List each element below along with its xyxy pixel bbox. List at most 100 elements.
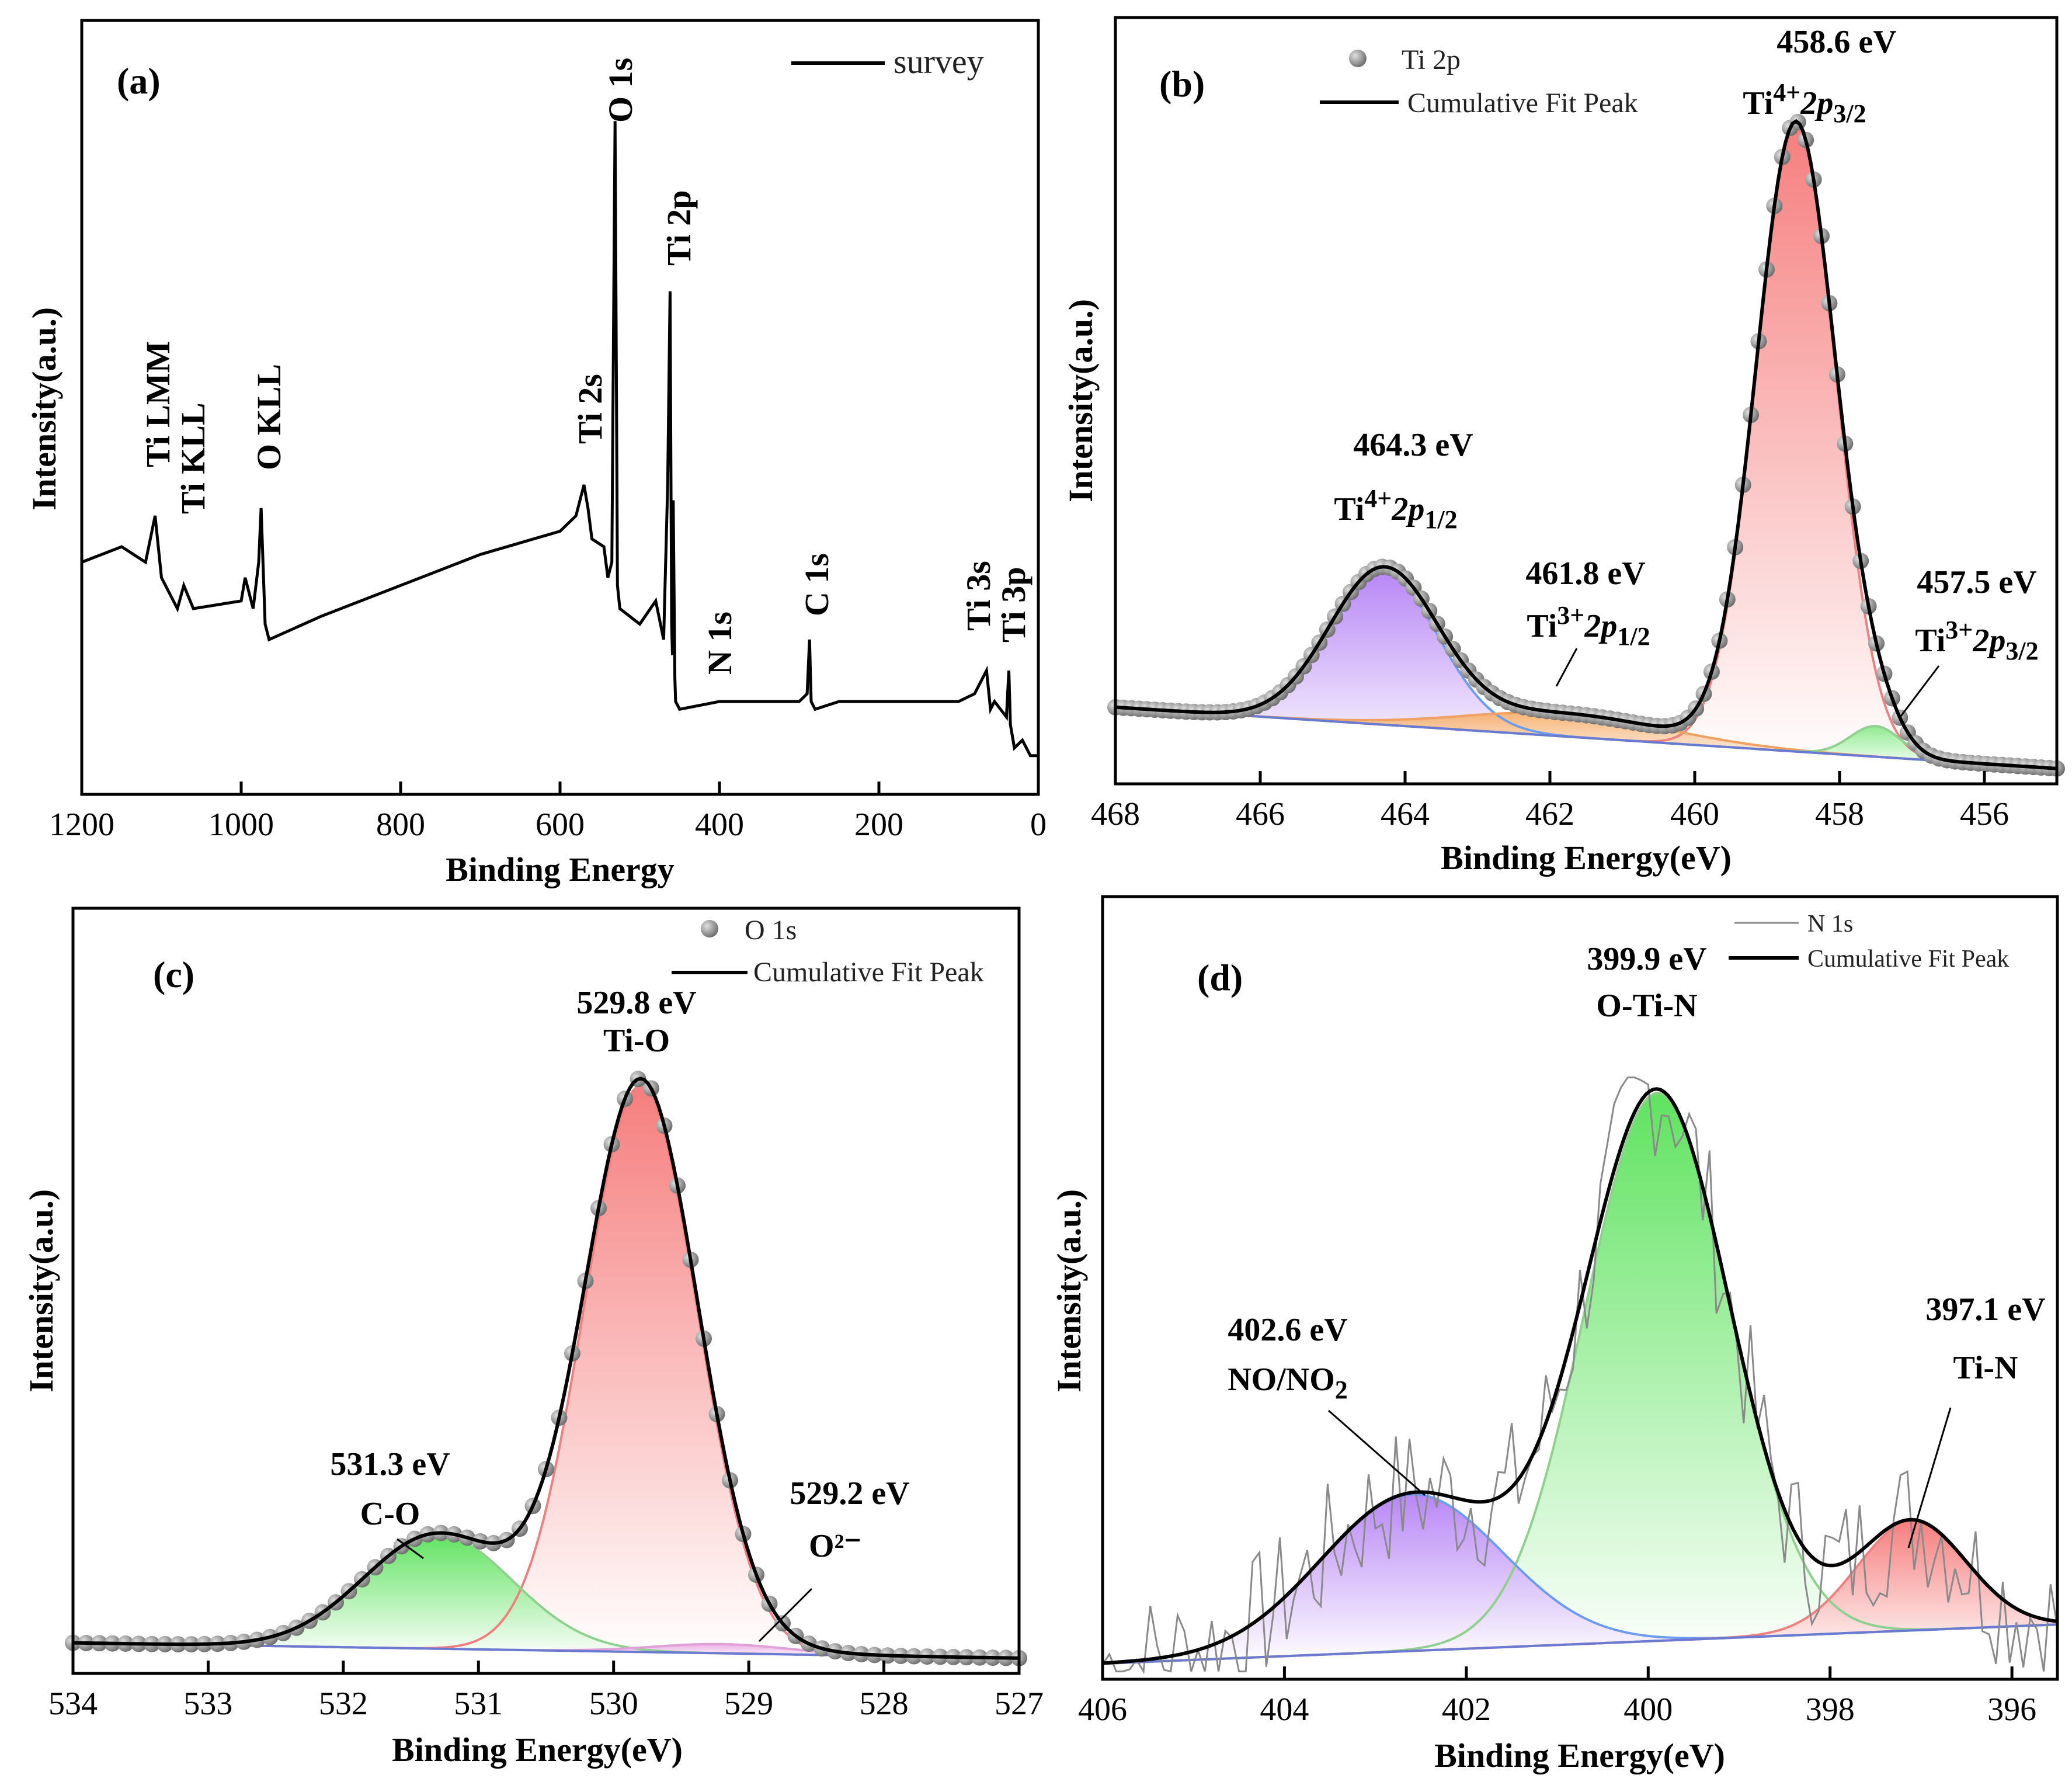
panel-b-component-lines [1115, 121, 2057, 770]
panel-b-legend-data: Ti 2p [1402, 44, 1461, 75]
panel-c-ylabel: Intensity(a.u.) [22, 1189, 60, 1392]
panel-b-component-fills [1115, 123, 2057, 769]
peak-fill [1115, 123, 2057, 769]
d-peak2-value: 402.6 eV [1228, 1312, 1347, 1348]
peak-fill [1103, 1494, 2057, 1664]
x-tick-label: 468 [1091, 796, 1140, 832]
panel-d-label: (d) [1197, 957, 1243, 998]
d-peak1-label: O-Ti-N [1596, 988, 1697, 1024]
c-peak3-value: 529.2 eV [790, 1475, 909, 1512]
panel-d-cumulative-fit [1102, 1087, 2058, 1665]
x-tick-label: 460 [1670, 796, 1719, 832]
panel-c-component-fills [73, 1085, 1019, 1658]
x-tick-label: 600 [536, 807, 585, 843]
b-peak2-value: 464.3 eV [1353, 427, 1473, 463]
panel-c-xlabel: Binding Energy(eV) [392, 1731, 683, 1769]
x-tick-label: 534 [48, 1686, 98, 1722]
x-tick-label: 527 [995, 1686, 1044, 1722]
x-tick-label: 200 [854, 807, 903, 843]
x-tick-label: 531 [454, 1686, 503, 1722]
peak-fill [1103, 1520, 2057, 1664]
panel-b-legend-dot [1349, 50, 1367, 67]
x-tick-label: 458 [1815, 796, 1864, 832]
peak-fill [73, 1085, 1019, 1658]
panel-a-label: (a) [117, 60, 161, 102]
panel-d-xlabel: Binding Energy(eV) [1434, 1737, 1725, 1774]
d-peak3-label: Ti-N [1953, 1350, 2018, 1386]
x-tick-label: 530 [589, 1686, 638, 1722]
x-tick-label: 406 [1078, 1692, 1127, 1728]
c-peak1-label: Ti-O [603, 1023, 670, 1059]
panel-b-legend-fit: Cumulative Fit Peak [1407, 88, 1638, 119]
panel-d-ticks: 406 404 402 400 398 396 [1078, 1666, 2036, 1728]
x-tick-label: 0 [1030, 807, 1047, 843]
ti-2s-label: Ti 2s [571, 374, 609, 444]
c-peak2-arrow [397, 1538, 424, 1560]
panel-b-ticks: 468 466 464 462 460 458 456 [1091, 771, 2009, 832]
x-tick-label: 400 [695, 807, 744, 843]
panel-c-legend-fit: Cumulative Fit Peak [753, 957, 984, 988]
d-peak2-label: NO/NO2 [1228, 1362, 1348, 1404]
x-tick-label: 533 [183, 1686, 232, 1722]
panel-d-legend-data: N 1s [1807, 911, 1853, 937]
survey-annotations: Ti LMM Ti KLL O KLL Ti 2s O 1s Ti 2p N 1… [139, 58, 1032, 675]
panel-c-legend-data: O 1s [745, 915, 797, 946]
b-peak4-value: 457.5 eV [1917, 564, 2036, 600]
x-tick-label: 400 [1623, 1692, 1673, 1728]
c-peak3-label: O²⁻ [809, 1528, 861, 1564]
b-peak1-label: Ti4+2p3/2 [1743, 78, 1866, 128]
panel-b-ylabel: Intensity(a.u.) [1062, 299, 1100, 502]
panel-a: 1200 1000 800 600 400 200 0 (a) survey Binding… [25, 19, 1047, 888]
b-peak3-label: Ti3+2p1/2 [1527, 601, 1650, 651]
panel-c-frame [71, 907, 1021, 1675]
ti-lmm-label: Ti LMM [139, 341, 177, 467]
ti-3s-label: Ti 3s [959, 561, 997, 631]
d-peak2-arrow [1328, 1409, 1426, 1496]
panel-a-ylabel: Intensity(a.u.) [25, 307, 63, 510]
panel-b-data-points [1107, 113, 2065, 777]
d-peak3-value: 397.1 eV [1925, 1291, 2045, 1328]
b-peak4-label: Ti3+2p3/2 [1915, 616, 2038, 665]
c-peak2-value: 531.3 eV [330, 1446, 450, 1482]
d-peak1-value: 399.9 eV [1587, 941, 1706, 977]
panel-c: 534 533 532 531 530 529 528 527 (c) O 1s Cumula… [22, 907, 1044, 1769]
panel-c-ticks: 534 533 532 531 530 529 528 527 [48, 1661, 1044, 1722]
panel-d-frame [1101, 895, 2059, 1681]
panel-a-xlabel: Binding Energy [446, 850, 675, 888]
panel-d-ylabel: Intensity(a.u.) [1050, 1189, 1088, 1392]
panel-d-component-fills [1103, 1093, 2057, 1664]
panel-b-frame [1114, 16, 2059, 786]
panel-d: 406 404 402 400 398 396 (d) N 1s Cumulative F… [1050, 895, 2059, 1774]
x-tick-label: 532 [319, 1686, 368, 1722]
panel-a-frame [80, 19, 1040, 796]
ti-kll-label: Ti KLL [174, 402, 212, 514]
x-tick-label: 1000 [208, 807, 274, 843]
x-tick-label: 466 [1236, 796, 1285, 832]
o-1s-label: O 1s [602, 58, 639, 123]
panel-c-data-points [65, 1071, 1027, 1666]
x-tick-label: 528 [860, 1686, 909, 1722]
baseline-line [1102, 1623, 2058, 1665]
survey-line [81, 121, 1038, 758]
panel-b-cumulative-fit [1115, 119, 2057, 770]
peak-fill [1103, 1093, 2057, 1664]
x-tick-label: 398 [1806, 1692, 1855, 1728]
x-tick-label: 396 [1987, 1692, 2036, 1728]
n-1s-label: N 1s [701, 612, 739, 675]
o-kll-label: O KLL [250, 364, 288, 470]
x-tick-label: 456 [1960, 796, 2009, 832]
panel-b-xlabel: Binding Energy(eV) [1441, 839, 1732, 877]
c-peak2-label: C-O [360, 1496, 420, 1532]
ti-3p-label: Ti 3p [995, 567, 1032, 643]
c-peak3-arrow [758, 1588, 813, 1642]
panel-b: 468 466 464 462 460 458 456 (b) Ti 2p Cumulati… [1062, 16, 2065, 877]
x-tick-label: 529 [724, 1686, 773, 1722]
x-tick-label: 464 [1381, 796, 1430, 832]
panel-c-legend-dot [701, 920, 718, 937]
x-tick-label: 462 [1525, 796, 1574, 832]
b-peak3-value: 461.8 eV [1525, 555, 1645, 592]
panel-c-cumulative-fit [72, 1076, 1020, 1660]
panel-d-legend-fit: Cumulative Fit Peak [1807, 946, 2009, 973]
ti-2p-label: Ti 2p [660, 190, 698, 266]
